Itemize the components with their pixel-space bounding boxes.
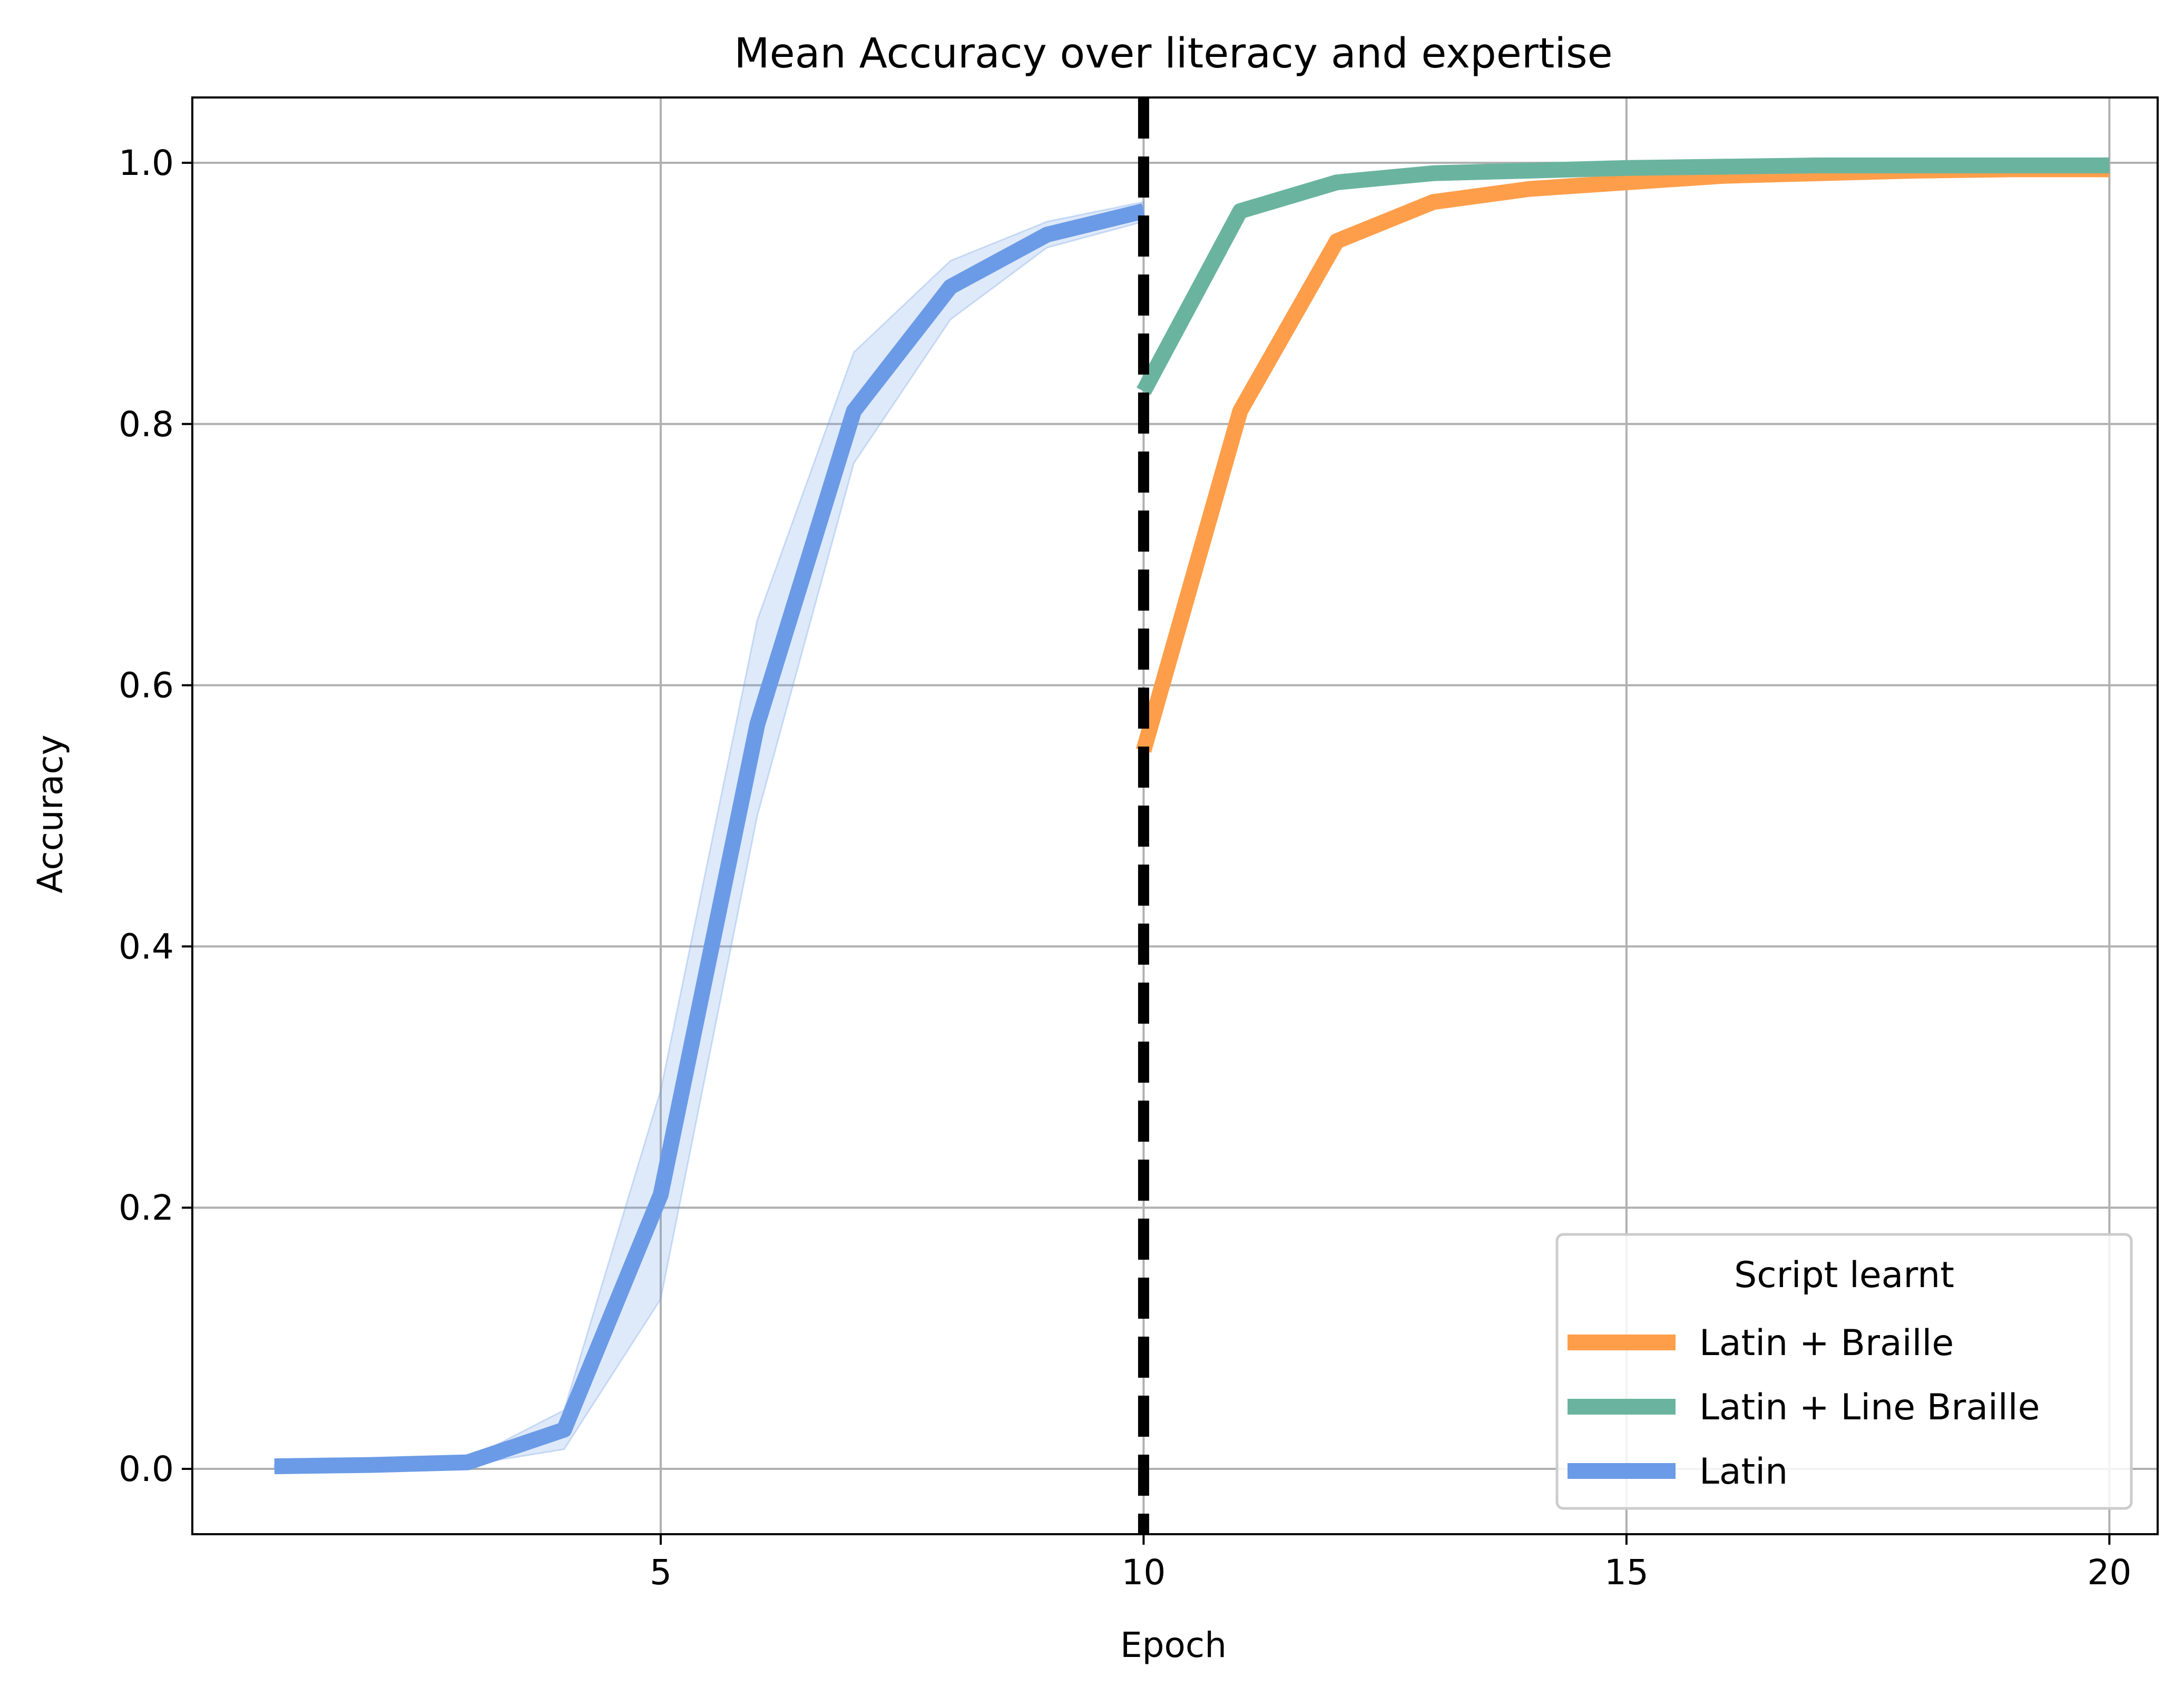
series-line — [274, 203, 1145, 1475]
x-tick-label: 20 — [2087, 1552, 2131, 1593]
series-lines — [274, 157, 2110, 1475]
y-axis-ticks: 0.0 0.2 0.4 0.6 0.8 1.0 — [119, 143, 192, 1489]
chart-title: Mean Accuracy over literacy and expertis… — [734, 30, 1612, 77]
x-axis-ticks: 5 10 15 20 — [650, 1534, 2131, 1593]
series-line — [1137, 157, 2110, 395]
x-tick-label: 10 — [1121, 1552, 1166, 1593]
x-axis-label: Epoch — [1120, 1625, 1227, 1665]
legend: Script learnt Latin + Braille Latin + Lin… — [1555, 1233, 2133, 1510]
plot-frame — [191, 96, 2159, 1535]
y-tick-label: 1.0 — [119, 143, 174, 183]
y-axis-label: Accuracy — [30, 734, 71, 893]
y-tick-label: 0.2 — [119, 1188, 174, 1228]
legend-title: Script learnt — [1734, 1254, 1954, 1296]
y-tick-label: 0.6 — [119, 665, 174, 706]
x-tick-label: 5 — [650, 1552, 672, 1593]
legend-label: Latin + Braille — [1699, 1322, 1954, 1364]
y-tick-label: 0.4 — [119, 926, 174, 967]
y-tick-label: 0.0 — [119, 1449, 174, 1489]
legend-items: Latin + Braille Latin + Line Braille Latin — [1568, 1322, 2040, 1493]
legend-box — [1555, 1233, 2133, 1510]
legend-label: Latin + Line Braille — [1699, 1387, 2040, 1428]
x-tick-label: 15 — [1604, 1552, 1649, 1593]
legend-label: Latin — [1699, 1451, 1788, 1493]
y-tick-label: 0.8 — [119, 404, 174, 445]
